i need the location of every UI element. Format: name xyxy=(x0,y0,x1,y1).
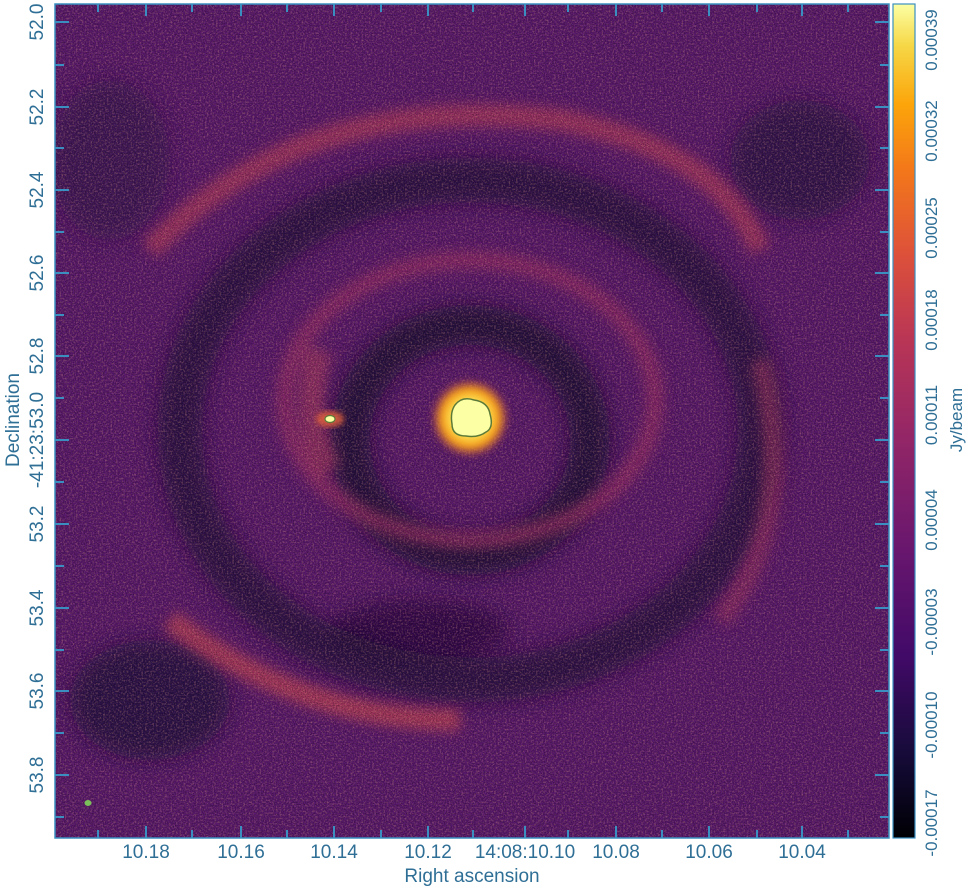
y-tick-label: 52.2 xyxy=(27,89,48,126)
colorbar-tick-label: 0.00011 xyxy=(922,385,941,445)
x-tick-label: 10.06 xyxy=(685,842,733,863)
x-tick-label: 10.08 xyxy=(592,842,640,863)
colorbar-tick-label: 0.00004 xyxy=(922,489,941,550)
y-tick-label: 52.6 xyxy=(27,255,48,292)
colorbar-tick-label: 0.00018 xyxy=(922,289,941,350)
y-tick-label: 53.6 xyxy=(27,673,48,710)
y-tick-label: 53.8 xyxy=(27,757,48,794)
beam-ellipse xyxy=(84,800,92,806)
x-tick-labels: 10.18 10.16 10.14 10.12 14:08:10.10 10.0… xyxy=(122,842,826,863)
y-tick-label: 52.4 xyxy=(27,171,48,208)
secondary-source-contour xyxy=(324,414,336,424)
central-source-contour xyxy=(450,398,493,438)
x-tick-label: 10.04 xyxy=(778,842,826,863)
colorbar-label: Jy/beam xyxy=(947,388,966,452)
colorbar-gradient xyxy=(892,3,916,839)
y-tick-label: 52.8 xyxy=(27,338,48,375)
y-tick-label: 53.4 xyxy=(27,589,48,626)
x-tick-label: 10.14 xyxy=(310,842,358,863)
y-axis-title: Declination xyxy=(3,373,24,467)
central-source xyxy=(430,378,510,458)
colorbar-tick-label: 0.00025 xyxy=(922,197,941,258)
y-tick-label: 52.0 xyxy=(27,4,48,41)
x-tick-label: 10.16 xyxy=(217,842,265,863)
image-panel xyxy=(55,4,889,838)
x-tick-label: 10.12 xyxy=(404,842,452,863)
colorbar-tick-label: 0.00032 xyxy=(922,100,941,161)
colorbar: 0.00039 0.00032 0.00025 0.00018 0.00011 … xyxy=(892,3,966,857)
axis-ticks xyxy=(55,4,889,838)
colorbar-tick-label: -0.00017 xyxy=(922,789,941,856)
y-tick-label: 53.2 xyxy=(27,506,48,543)
y-tick-labels: 52.0 52.2 52.4 52.6 52.8 -41:23:53.0 53.… xyxy=(27,4,48,794)
colorbar-tick-label: 0.00039 xyxy=(922,9,941,70)
colorbar-tick-label: -0.00003 xyxy=(922,588,941,655)
x-axis-title: Right ascension xyxy=(404,866,539,887)
colorbar-tick-labels: 0.00039 0.00032 0.00025 0.00018 0.00011 … xyxy=(922,9,941,856)
secondary-source xyxy=(316,411,344,427)
x-tick-label: 14:08:10.10 xyxy=(475,842,575,863)
x-tick-label: 10.18 xyxy=(122,842,170,863)
y-tick-label: -41:23:53.0 xyxy=(27,392,48,488)
colorbar-tick-label: -0.00010 xyxy=(922,691,941,758)
